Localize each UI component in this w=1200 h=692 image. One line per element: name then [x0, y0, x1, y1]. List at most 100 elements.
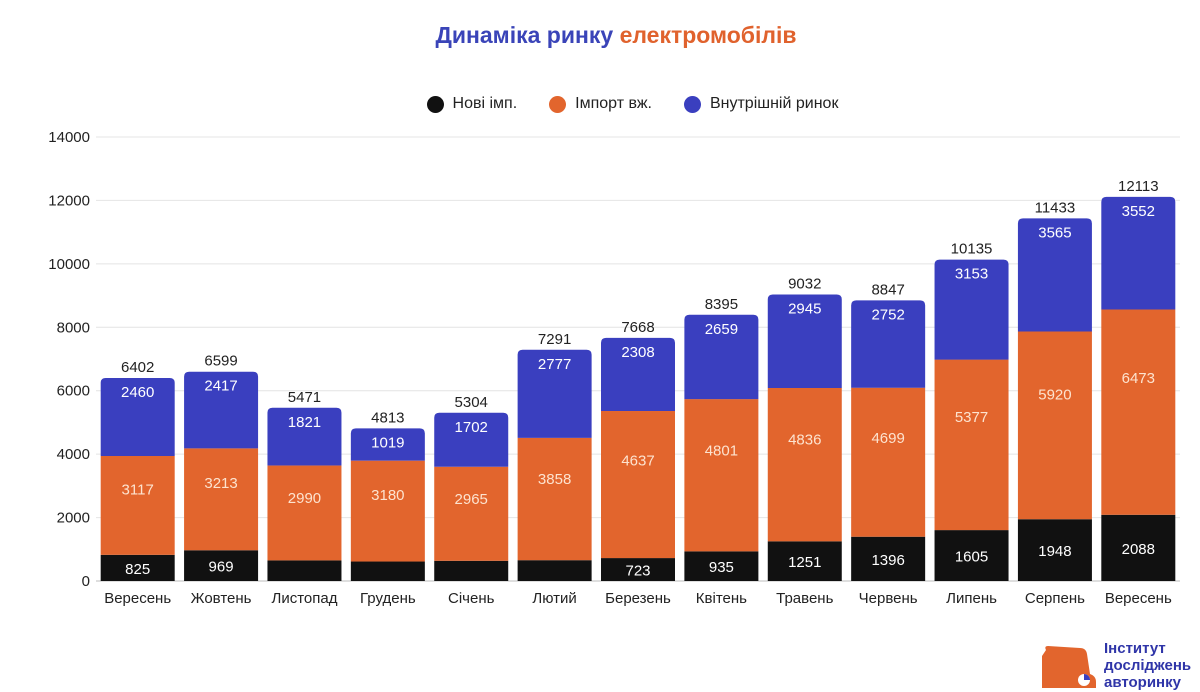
legend-swatch: [549, 95, 567, 113]
bar-segment: [517, 560, 592, 581]
total-label: 8847: [871, 281, 904, 298]
segment-label: 2965: [455, 491, 488, 508]
bar-segment: [767, 294, 842, 388]
total-label: 10135: [951, 241, 993, 258]
y-tick-label: 8000: [57, 319, 90, 336]
bar-segment: [517, 437, 592, 561]
logo: Інститут досліджень авторинку: [1040, 626, 1198, 691]
bar-segment: [851, 300, 926, 388]
x-tick-label: Квітень: [696, 590, 747, 607]
title-part-orange: електромобілів: [619, 22, 797, 48]
segment-label: 4699: [871, 430, 904, 447]
segment-label: 3153: [955, 266, 988, 283]
bar-segment: [1017, 331, 1092, 520]
bar-segment: [434, 560, 509, 581]
segment-label: 2088: [1122, 541, 1155, 558]
bar-segment: [851, 536, 926, 581]
y-tick-label: 12000: [48, 192, 90, 209]
x-tick-label: Вересень: [104, 590, 171, 607]
bar-segment: [1101, 514, 1176, 581]
total-label: 6599: [204, 353, 237, 370]
total-label: 7291: [538, 331, 571, 348]
segment-label: 3552: [1122, 203, 1155, 220]
bar-segment: [601, 411, 675, 559]
segment-label: 3213: [204, 475, 237, 492]
logo-text-line: авторинку: [1104, 674, 1181, 691]
y-tick-label: 14000: [48, 129, 90, 146]
bar-segment: [601, 558, 675, 581]
y-tick-label: 4000: [57, 446, 90, 463]
legend: Нові імп. Імпорт вж. Внутрішній ринок: [0, 95, 1200, 113]
bar-segment: [184, 448, 259, 551]
segment-label: 3180: [371, 487, 404, 504]
segment-label: 1396: [871, 552, 904, 569]
bar-segment: [934, 359, 1009, 531]
logo-text: Інститут досліджень авторинку: [1104, 640, 1191, 691]
total-label: 4813: [371, 409, 404, 426]
x-tick-label: Серпень: [1025, 590, 1085, 607]
bar-segment: [601, 337, 675, 412]
segment-label: 4801: [705, 442, 738, 459]
bar-segment: [350, 460, 425, 562]
bar-segment: [267, 560, 342, 581]
legend-swatch: [426, 95, 444, 113]
total-label: 8395: [705, 296, 738, 313]
segment-label: 1251: [788, 554, 821, 571]
segment-label: 825: [125, 561, 150, 578]
x-tick-label: Березень: [605, 590, 671, 607]
segment-label: 2777: [538, 356, 571, 373]
x-tick-label: Лютий: [532, 590, 576, 607]
x-tick-label: Травень: [776, 590, 833, 607]
segment-label: 3565: [1038, 224, 1071, 241]
total-label: 9032: [788, 276, 821, 293]
segment-label: 2659: [705, 321, 738, 338]
bar-segment: [434, 412, 509, 467]
segment-label: 5920: [1038, 386, 1071, 403]
logo-text-line: досліджень: [1104, 657, 1192, 674]
logo-mark-icon: [1042, 646, 1096, 688]
segment-label: 1702: [455, 419, 488, 436]
segment-label: 2417: [204, 378, 237, 395]
bar-segment: [1017, 519, 1092, 581]
segment-label: 5377: [955, 409, 988, 426]
bar-segment: [184, 550, 259, 581]
total-label: 11433: [1035, 199, 1076, 216]
bar-segment: [767, 387, 842, 542]
y-tick-label: 10000: [48, 256, 90, 273]
legend-label: Внутрішній ринок: [709, 95, 839, 112]
segment-label: 1821: [288, 414, 321, 431]
segment-label: 1019: [371, 434, 404, 451]
bar-segment: [267, 465, 342, 561]
bar-segment: [100, 554, 175, 581]
bar-segment: [767, 541, 842, 581]
bar-segment: [184, 371, 259, 449]
segment-label: 935: [709, 559, 734, 576]
bar-segment: [267, 407, 342, 466]
x-tick-label: Жовтень: [191, 590, 252, 607]
segment-label: 2460: [121, 384, 154, 401]
bar-segment: [934, 259, 1009, 360]
legend-item: Внутрішній ринок: [683, 95, 839, 113]
total-label: 5304: [455, 394, 488, 411]
bar-segment: [517, 349, 592, 438]
x-tick-label: Липень: [946, 590, 997, 607]
x-tick-label: Січень: [448, 590, 495, 607]
chart-title: Динаміка ринку електромобілів: [0, 22, 1200, 49]
segment-label: 2945: [788, 301, 821, 318]
bar-segment: [684, 314, 759, 400]
segment-label: 3858: [538, 471, 571, 488]
y-tick-label: 6000: [57, 383, 90, 400]
total-label: 12113: [1118, 178, 1159, 195]
x-tick-label: Листопад: [271, 590, 337, 607]
bar-segment: [684, 551, 759, 581]
legend-swatch: [683, 95, 701, 113]
legend-item: Імпорт вж.: [549, 95, 652, 113]
title-part-blue: Динаміка ринку: [435, 22, 614, 48]
legend-label: Нові імп.: [452, 95, 518, 112]
bar-segment: [934, 530, 1009, 581]
total-label: 6402: [121, 359, 154, 376]
bar-segment: [100, 377, 175, 456]
legend-item: Нові імп.: [426, 95, 518, 113]
segment-label: 3117: [122, 482, 154, 499]
